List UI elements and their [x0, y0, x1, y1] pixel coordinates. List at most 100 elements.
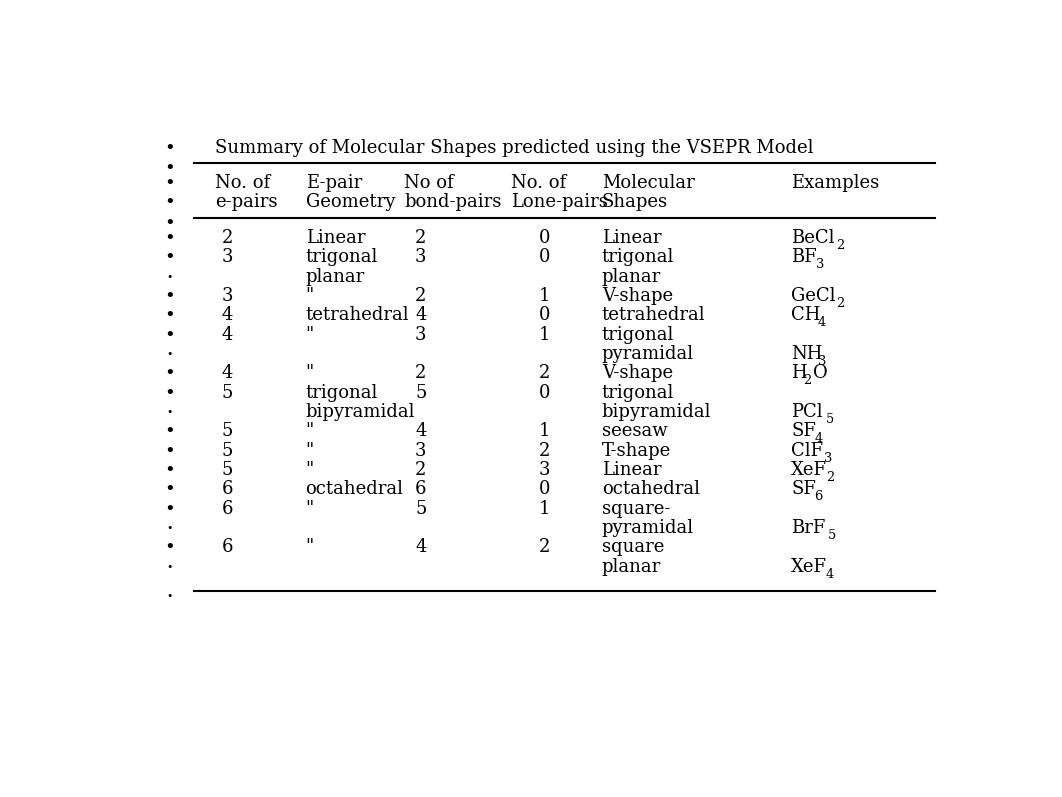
Text: •: •: [167, 562, 173, 571]
Text: 4: 4: [815, 432, 822, 446]
Text: 0: 0: [538, 481, 550, 498]
Text: No of: No of: [405, 175, 453, 192]
Text: 3: 3: [818, 355, 826, 368]
Text: 4: 4: [222, 364, 233, 383]
Text: •: •: [165, 538, 175, 556]
Text: ": ": [306, 442, 314, 460]
Text: 3: 3: [222, 249, 234, 266]
Text: •: •: [165, 193, 175, 211]
Text: ": ": [306, 538, 314, 556]
Text: planar: planar: [602, 558, 662, 575]
Text: tetrahedral: tetrahedral: [306, 306, 409, 324]
Text: ": ": [306, 287, 314, 305]
Text: E-pair: E-pair: [306, 175, 362, 192]
Text: •: •: [167, 349, 173, 359]
Text: V-shape: V-shape: [602, 287, 673, 305]
Text: •: •: [165, 422, 175, 440]
Text: 6: 6: [222, 500, 234, 518]
Text: 3: 3: [816, 258, 824, 271]
Text: •: •: [165, 306, 175, 324]
Text: octahedral: octahedral: [306, 481, 404, 498]
Text: •: •: [165, 364, 175, 383]
Text: •: •: [167, 272, 173, 281]
Text: ": ": [306, 422, 314, 440]
Text: 0: 0: [538, 383, 550, 402]
Text: SF: SF: [791, 422, 816, 440]
Text: H: H: [791, 364, 807, 383]
Text: ": ": [306, 461, 314, 479]
Text: T-shape: T-shape: [602, 442, 671, 460]
Text: Molecular: Molecular: [602, 175, 695, 192]
Text: XeF: XeF: [791, 461, 827, 479]
Text: 1: 1: [538, 287, 550, 305]
Text: 2: 2: [538, 442, 550, 460]
Text: BrF: BrF: [791, 519, 825, 537]
Text: 4: 4: [826, 567, 834, 580]
Text: 3: 3: [222, 287, 234, 305]
Text: 2: 2: [538, 538, 550, 556]
Text: 6: 6: [222, 538, 234, 556]
Text: 4: 4: [415, 422, 427, 440]
Text: 5: 5: [826, 413, 834, 426]
Text: 3: 3: [415, 249, 427, 266]
Text: 5: 5: [222, 422, 233, 440]
Text: 6: 6: [415, 481, 427, 498]
Text: trigonal: trigonal: [306, 249, 378, 266]
Text: 5: 5: [222, 383, 233, 402]
Text: bond-pairs: bond-pairs: [405, 193, 501, 211]
Text: trigonal: trigonal: [602, 249, 674, 266]
Text: XeF: XeF: [791, 558, 827, 575]
Text: •: •: [165, 229, 175, 247]
Text: Geometry: Geometry: [306, 193, 395, 211]
Text: 2: 2: [836, 239, 844, 252]
Text: bipyramidal: bipyramidal: [602, 403, 712, 421]
Text: octahedral: octahedral: [602, 481, 700, 498]
Text: 2: 2: [836, 296, 844, 310]
Text: 3: 3: [415, 442, 427, 460]
Text: 0: 0: [538, 306, 550, 324]
Text: 5: 5: [415, 383, 427, 402]
Text: •: •: [165, 175, 175, 192]
Text: 2: 2: [222, 229, 233, 247]
Text: •: •: [165, 442, 175, 460]
Text: •: •: [165, 481, 175, 498]
Text: 4: 4: [222, 326, 233, 344]
Text: ": ": [306, 500, 314, 518]
Text: ": ": [306, 364, 314, 383]
Text: V-shape: V-shape: [602, 364, 673, 383]
Text: Linear: Linear: [306, 229, 365, 247]
Text: •: •: [165, 461, 175, 479]
Text: 2: 2: [415, 461, 427, 479]
Text: pyramidal: pyramidal: [602, 345, 693, 363]
Text: •: •: [165, 287, 175, 305]
Text: bipyramidal: bipyramidal: [306, 403, 415, 421]
Text: •: •: [165, 139, 175, 157]
Text: 2: 2: [826, 471, 834, 484]
Text: square-: square-: [602, 500, 670, 518]
Text: 0: 0: [538, 229, 550, 247]
Text: •: •: [165, 249, 175, 266]
Text: 5: 5: [827, 529, 836, 542]
Text: 2: 2: [415, 364, 427, 383]
Text: •: •: [167, 523, 173, 533]
Text: 4: 4: [415, 538, 427, 556]
Text: •: •: [167, 407, 173, 417]
Text: pyramidal: pyramidal: [602, 519, 693, 537]
Text: O: O: [813, 364, 828, 383]
Text: •: •: [165, 159, 175, 177]
Text: Examples: Examples: [791, 175, 879, 192]
Text: 5: 5: [222, 442, 233, 460]
Text: tetrahedral: tetrahedral: [602, 306, 705, 324]
Text: SF: SF: [791, 481, 816, 498]
Text: NH: NH: [791, 345, 823, 363]
Text: planar: planar: [306, 268, 365, 285]
Text: Lone-pairs: Lone-pairs: [512, 193, 609, 211]
Text: 4: 4: [415, 306, 427, 324]
Text: 6: 6: [815, 490, 822, 503]
Text: seesaw: seesaw: [602, 422, 668, 440]
Text: trigonal: trigonal: [602, 383, 674, 402]
Text: 2: 2: [415, 287, 427, 305]
Text: •: •: [167, 591, 173, 601]
Text: trigonal: trigonal: [306, 383, 378, 402]
Text: No. of: No. of: [512, 175, 566, 192]
